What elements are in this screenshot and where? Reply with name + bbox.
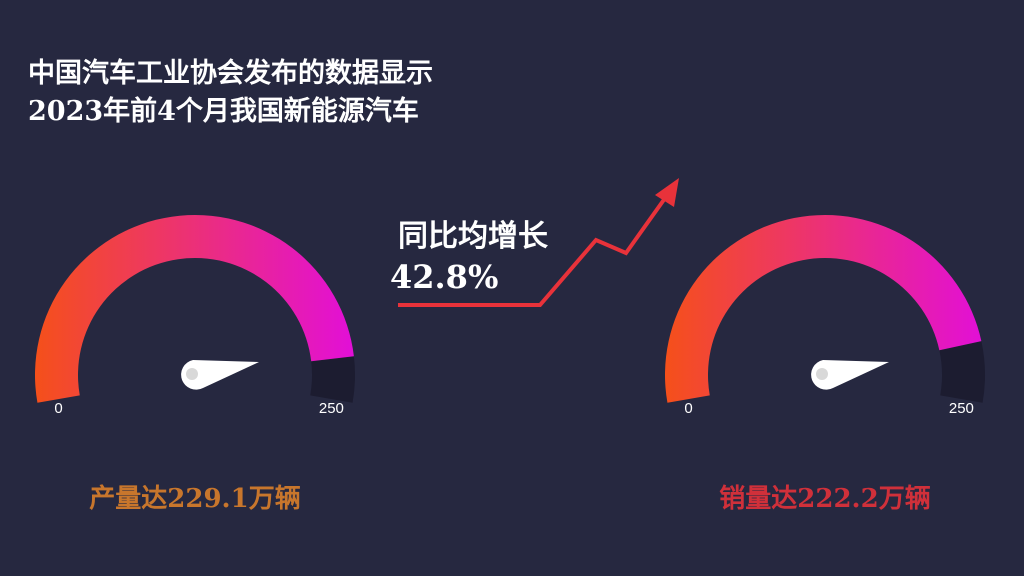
needle-hub (186, 368, 198, 380)
annotation-label: 42.8% (390, 258, 498, 296)
gauge-tick-label: 0 (684, 400, 692, 417)
gauge-track (310, 356, 355, 403)
trend-arrow (398, 192, 670, 307)
needle-hub (816, 368, 828, 380)
gauge-track (939, 341, 985, 403)
gauge-tick-label: 250 (949, 400, 974, 417)
gauge-tick-label: 250 (319, 400, 344, 417)
gauge-needle (181, 360, 259, 390)
gauge-needle (811, 360, 889, 390)
gauge-value-label: 销量达222.2万辆 (719, 484, 930, 514)
gauge-value-arc (35, 215, 354, 403)
title-line: 2023年前4个月我国新能源汽车 (28, 95, 419, 127)
arrow-head (655, 178, 679, 207)
title-line: 中国汽车工业协会发布的数据显示 (28, 57, 433, 89)
annotation-text: 同比均增长 (398, 219, 548, 254)
gauge-value-arc (665, 215, 982, 403)
gauge-value-label: 产量达229.1万辆 (89, 484, 300, 514)
gauge-tick-label: 0 (54, 400, 62, 417)
